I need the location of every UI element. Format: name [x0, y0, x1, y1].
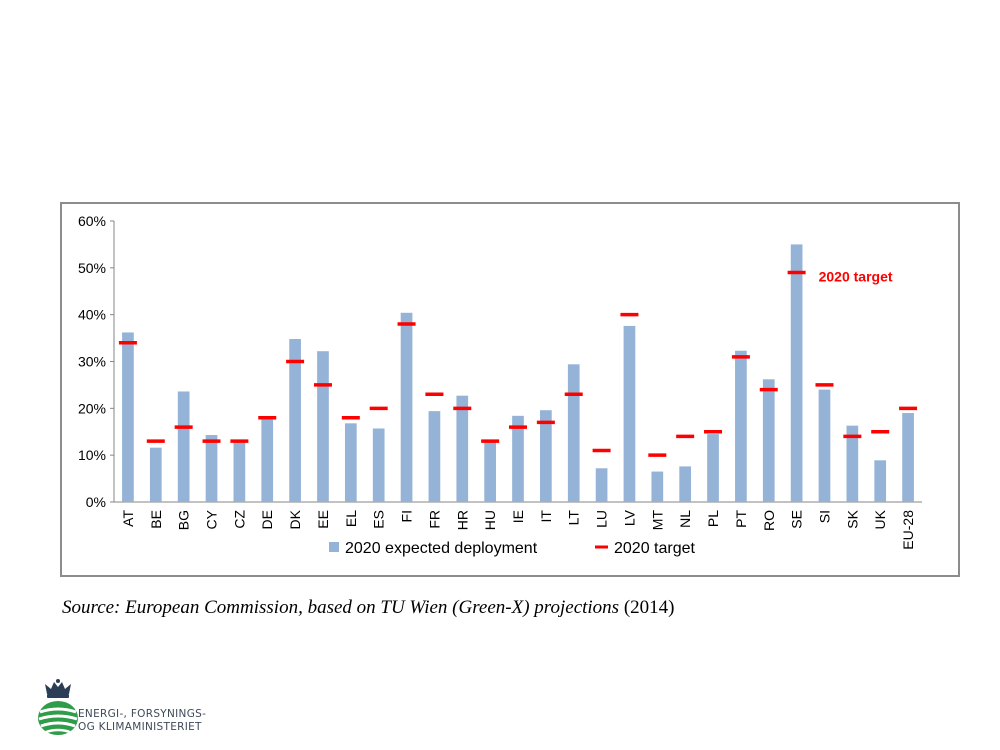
y-tick-label: 50% — [78, 260, 106, 276]
x-tick-label: IT — [538, 510, 554, 523]
x-tick-label: EL — [343, 510, 359, 527]
x-tick-label: PT — [733, 510, 749, 528]
source-text: Source: European Commission, based on TU… — [62, 597, 620, 618]
x-tick-label: FI — [399, 510, 415, 522]
x-tick-label: HU — [482, 510, 498, 530]
logo-line-2: OG KLIMAMINISTERIET — [78, 721, 202, 733]
logo-line-1: ENERGI-, FORSYNINGS- — [78, 708, 207, 720]
x-tick-label: AT — [120, 510, 136, 527]
bar-ro — [762, 379, 775, 502]
x-tick-label: LV — [621, 509, 637, 526]
bar-es — [372, 428, 385, 502]
bar-cz — [233, 441, 246, 502]
bar-lv — [623, 325, 636, 502]
bar-fr — [428, 411, 441, 502]
bar-be — [149, 447, 162, 502]
y-tick-label: 30% — [78, 354, 106, 370]
globe-icon — [38, 701, 78, 735]
legend-swatch-deployment — [329, 542, 339, 552]
bar-hu — [484, 442, 496, 502]
y-tick-label: 40% — [78, 307, 106, 323]
bar-sk — [846, 425, 859, 502]
bar-bg — [177, 391, 190, 502]
y-tick-label: 0% — [86, 494, 106, 510]
bar-lt — [567, 364, 580, 502]
bar-el — [344, 423, 357, 502]
bar-hr — [456, 395, 469, 502]
y-tick-label: 10% — [78, 447, 106, 463]
bar-pl — [707, 434, 719, 502]
logo-wordmark: ENERGI-, FORSYNINGS- OG KLIMAMINISTERIET — [78, 708, 206, 734]
x-tick-label: DE — [259, 510, 275, 529]
source-year: (2014) — [619, 597, 675, 618]
bar-se — [790, 244, 803, 502]
bar-dk — [289, 339, 301, 502]
x-tick-label: FR — [426, 510, 442, 529]
bar-ee — [317, 351, 329, 502]
bar-eu-28 — [902, 413, 914, 502]
x-tick-label: SI — [816, 510, 832, 523]
x-tick-label: EU-28 — [900, 510, 916, 550]
source-caption: Source: European Commission, based on TU… — [62, 597, 674, 619]
x-tick-label: MT — [649, 510, 665, 531]
x-tick-label: CY — [204, 509, 220, 529]
bar-ie — [512, 415, 524, 502]
bar-pt — [735, 350, 747, 502]
y-tick-label: 60% — [78, 213, 106, 229]
bar-si — [818, 389, 831, 502]
bar-de — [261, 417, 274, 502]
x-tick-label: EE — [315, 510, 331, 529]
x-tick-label: BE — [148, 510, 164, 529]
target-annotation: 2020 target — [819, 269, 893, 285]
x-tick-label: SE — [789, 510, 805, 529]
ministry-logo — [38, 679, 78, 735]
x-tick-label: PL — [705, 510, 721, 527]
x-tick-label: LT — [566, 510, 582, 526]
x-tick-label: RO — [761, 510, 777, 531]
bar-lu — [595, 468, 608, 502]
x-tick-label: NL — [677, 510, 693, 528]
y-tick-label: 20% — [78, 400, 106, 416]
bar-mt — [651, 471, 664, 502]
chart-container: 0% 10% 20% 30% 40% 50% 60% AT BE BG CY CZ DE DK EE EL ES… — [60, 202, 960, 577]
legend-label-deployment: 2020 expected deployment — [345, 540, 538, 557]
x-tick-label: SK — [844, 509, 860, 528]
bar-at — [122, 332, 134, 502]
bar-nl — [679, 466, 692, 502]
bar-uk — [874, 460, 887, 502]
x-tick-label: DK — [287, 509, 303, 529]
x-tick-label: IE — [510, 510, 526, 523]
x-tick-label: HR — [454, 510, 470, 530]
x-tick-label: UK — [872, 509, 888, 529]
crown-icon — [45, 679, 71, 698]
bar-it — [540, 410, 552, 502]
legend-label-target: 2020 target — [614, 540, 696, 557]
x-tick-label: CZ — [231, 510, 247, 529]
x-tick-label: ES — [371, 510, 387, 529]
bar-fi — [400, 312, 413, 502]
x-tick-label: BG — [176, 510, 192, 530]
bar-cy — [205, 435, 218, 502]
x-tick-label: LU — [594, 510, 610, 528]
bar-chart: 0% 10% 20% 30% 40% 50% 60% AT BE BG CY CZ DE DK EE EL ES… — [78, 213, 922, 557]
